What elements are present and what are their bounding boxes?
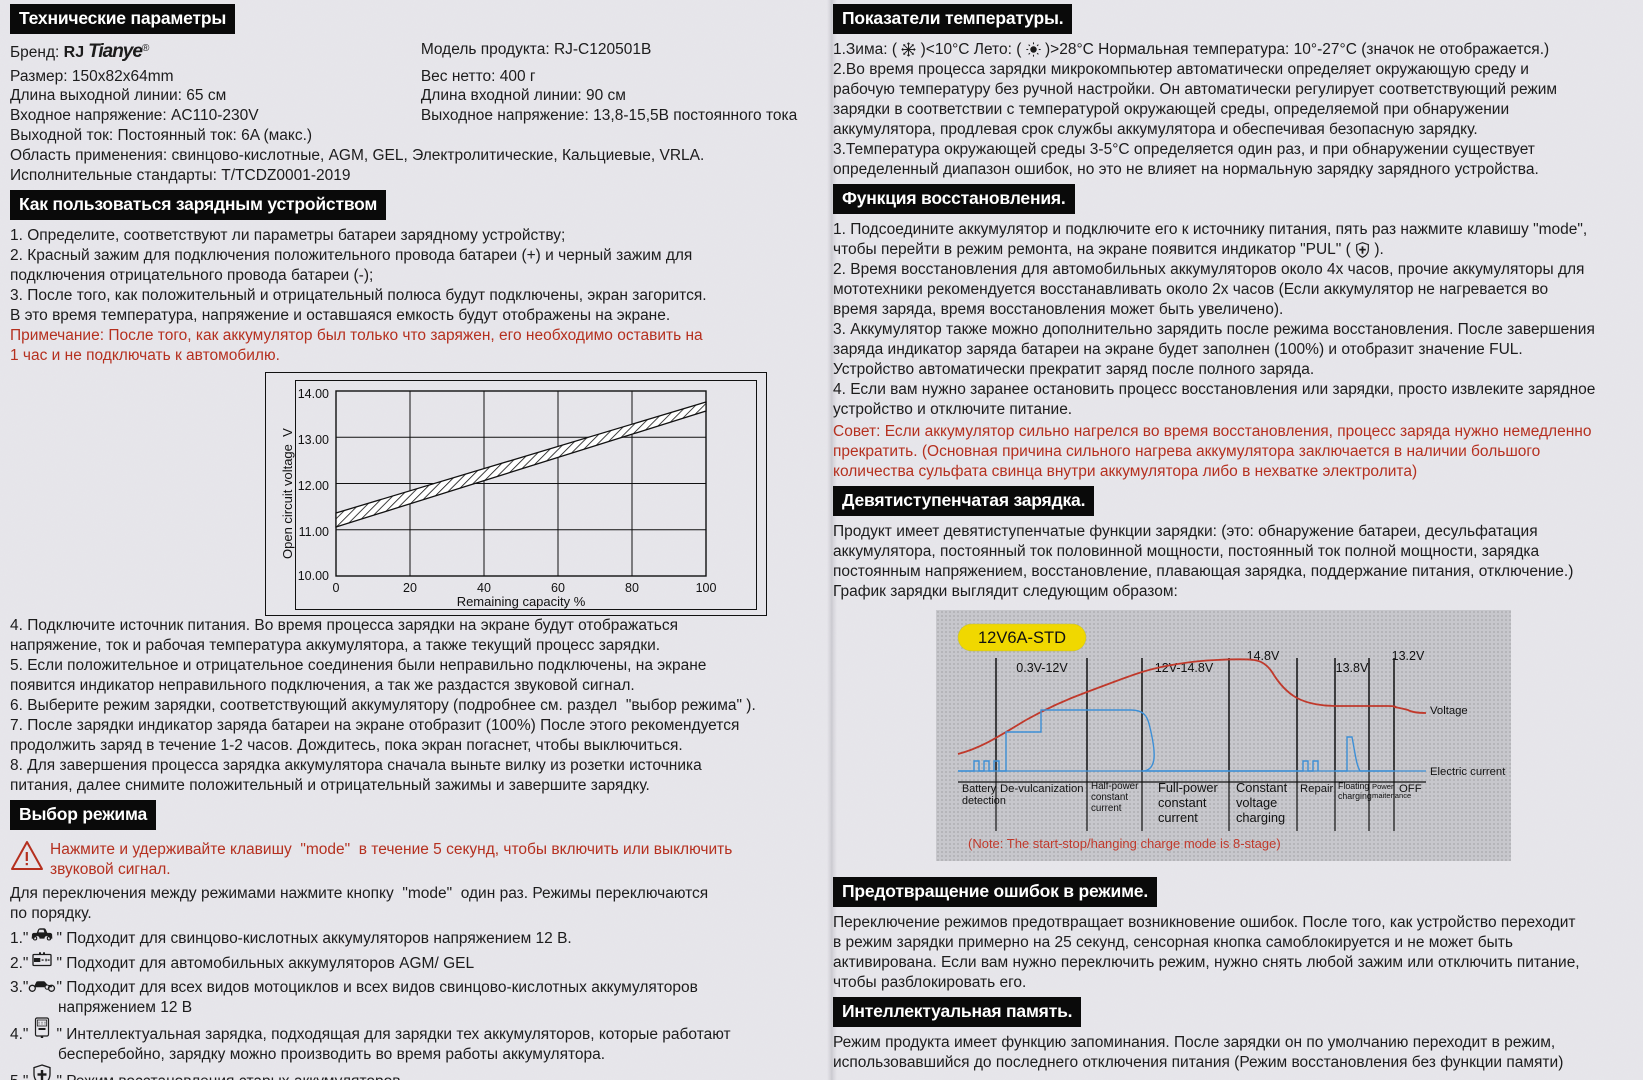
svg-text:100: 100 bbox=[696, 581, 717, 595]
svg-text:Voltage: Voltage bbox=[1430, 705, 1468, 717]
svg-text:13.00: 13.00 bbox=[298, 433, 329, 447]
svg-text:12V6A-STD: 12V6A-STD bbox=[978, 629, 1066, 647]
svg-text:constant: constant bbox=[1091, 792, 1128, 803]
svg-text:12.00: 12.00 bbox=[298, 479, 329, 493]
svg-text:Electric current: Electric current bbox=[1430, 766, 1506, 778]
svg-text:14.8V: 14.8V bbox=[1247, 649, 1280, 663]
svg-text:OFF: OFF bbox=[1399, 783, 1422, 795]
svg-text:0: 0 bbox=[333, 581, 340, 595]
svg-text:13.2V: 13.2V bbox=[1392, 649, 1425, 663]
svg-text:(Note: The start-stop/hanging: (Note: The start-stop/hanging charge mod… bbox=[968, 836, 1281, 851]
svg-text:Full-power: Full-power bbox=[1158, 780, 1218, 795]
svg-text:Power: Power bbox=[1372, 782, 1394, 791]
svg-text:current: current bbox=[1158, 810, 1198, 825]
svg-text:De-vulcanization: De-vulcanization bbox=[1000, 783, 1084, 795]
svg-text:0.3V-12V: 0.3V-12V bbox=[1016, 661, 1068, 675]
svg-text:Constant: Constant bbox=[1236, 780, 1288, 795]
svg-text:40: 40 bbox=[477, 581, 491, 595]
svg-text:Floating: Floating bbox=[1338, 781, 1369, 791]
svg-text:Remaining capacity %: Remaining capacity % bbox=[457, 594, 586, 609]
svg-text:Battery: Battery bbox=[962, 783, 997, 795]
svg-text:Half-power: Half-power bbox=[1091, 781, 1139, 792]
svg-text:13.8V: 13.8V bbox=[1336, 661, 1369, 675]
svg-text:Repair: Repair bbox=[1300, 783, 1334, 795]
svg-text:80: 80 bbox=[625, 581, 639, 595]
svg-text:11.00: 11.00 bbox=[299, 525, 329, 539]
svg-text:charging: charging bbox=[1338, 791, 1372, 801]
svg-text:constant: constant bbox=[1158, 795, 1207, 810]
svg-text:60: 60 bbox=[551, 581, 565, 595]
svg-text:14.00: 14.00 bbox=[298, 387, 329, 401]
svg-text:current: current bbox=[1091, 803, 1122, 814]
svg-text:voltage: voltage bbox=[1236, 795, 1277, 810]
svg-text:charging: charging bbox=[1236, 810, 1285, 825]
svg-text:10.00: 10.00 bbox=[298, 569, 329, 583]
svg-text:detection: detection bbox=[962, 795, 1006, 807]
svg-text:20: 20 bbox=[403, 581, 417, 595]
